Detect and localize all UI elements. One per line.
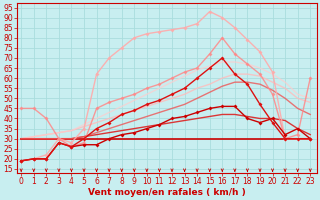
X-axis label: Vent moyen/en rafales ( km/h ): Vent moyen/en rafales ( km/h ) [88,188,246,197]
